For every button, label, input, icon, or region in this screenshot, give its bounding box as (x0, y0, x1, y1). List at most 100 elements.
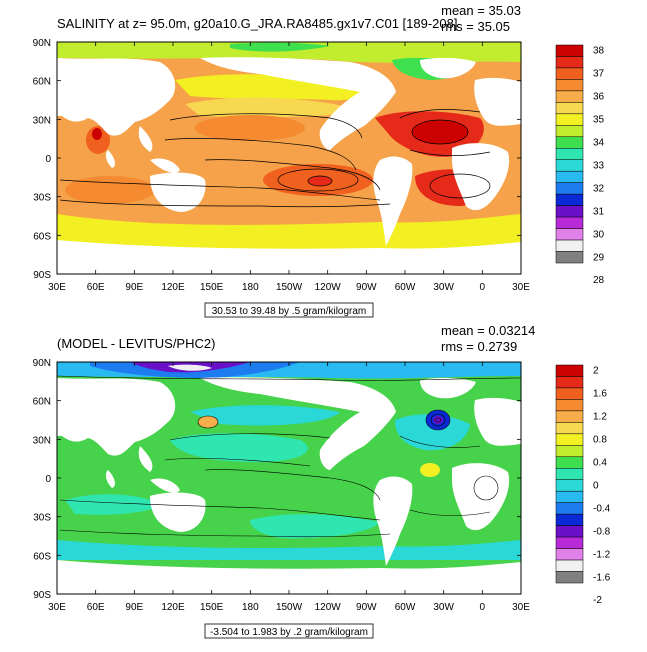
gulf-stream-core (433, 416, 443, 424)
colorbar-label: 29 (593, 252, 605, 263)
colorbar-swatch (555, 513, 584, 526)
x-tick-label: 60W (395, 282, 416, 293)
north-pacific-cyan (190, 405, 340, 426)
colorbar-swatch (555, 67, 584, 80)
colorbar-swatch (555, 170, 584, 183)
colorbar-label: 36 (593, 92, 605, 103)
x-tick-label: 30E (48, 282, 66, 293)
colorbar-label: 37 (593, 69, 605, 80)
colorbar-swatch (555, 468, 584, 480)
range-box: -3.504 to 1.983 by .2 gram/kilogram (204, 623, 374, 639)
x-tick-label: 60E (87, 602, 105, 613)
indian-cyan (65, 494, 160, 515)
colorbar-swatch (555, 159, 584, 172)
arabian-core (92, 128, 102, 140)
axes: 30E 60E 90E 120E 150E 180 150W 120W 90W 60W 30W 0 30… (33, 38, 531, 293)
mean-label: mean = 0.03214 (441, 323, 535, 338)
y-tick-label: 90S (33, 590, 51, 601)
colorbar-swatch (555, 410, 584, 423)
colorbar: 38 37 36 35 34 33 32 31 30 29 28 (555, 44, 605, 286)
southern-cyan (57, 540, 521, 560)
colorbar-swatch (555, 479, 584, 492)
salinity-panel: SALINITY at z= 95.0m, g20a10.G_JRA.RA848… (33, 3, 605, 318)
land (57, 57, 521, 274)
pacific-cyan (170, 433, 308, 462)
y-tick-label: 90N (33, 38, 51, 49)
x-tick-label: 30E (512, 282, 530, 293)
colorbar-label: -2 (593, 595, 602, 606)
x-tick-label: 150E (200, 602, 224, 613)
colorbar-swatch (555, 251, 584, 264)
x-tick-label: 150E (200, 282, 224, 293)
arabian-sea (86, 126, 110, 154)
colorbar-label: -0.8 (593, 526, 611, 537)
range-label: -3.504 to 1.983 by .2 gram/kilogram (210, 627, 368, 638)
x-tick-label: 150W (276, 602, 303, 613)
colorbar-swatch (555, 79, 584, 92)
south-pacific-core (308, 176, 332, 186)
y-tick-label: 60S (33, 231, 51, 242)
colorbar-swatch (555, 502, 584, 515)
colorbar-swatch (555, 364, 584, 377)
x-tick-label: 90W (356, 602, 377, 613)
x-tick-label: 90W (356, 282, 377, 293)
colorbar-swatch (555, 571, 584, 584)
y-tick-label: 60N (33, 77, 51, 88)
colorbar-label: 35 (593, 115, 605, 126)
x-tick-label: 30E (48, 602, 66, 613)
colorbar-swatch (555, 376, 584, 389)
difference-panel: (MODEL - LEVITUS/PHC2) mean = 0.03214 rm… (33, 323, 611, 639)
colorbar-label: 0.8 (593, 435, 607, 446)
colorbar-swatch (555, 125, 584, 138)
y-tick-label: 0 (45, 154, 51, 165)
x-tick-label: 120W (315, 282, 342, 293)
colorbar-label: 33 (593, 160, 605, 171)
colorbar-label: 38 (593, 46, 605, 57)
y-tick-label: 30S (33, 513, 51, 524)
x-tick-label: 180 (242, 282, 259, 293)
colorbar-swatch (555, 193, 584, 206)
y-tick-label: 30N (33, 435, 51, 446)
colorbar-swatch (555, 536, 584, 549)
colorbar-swatch (555, 102, 584, 115)
north-pacific-gyre (195, 115, 305, 141)
colorbar-swatch (555, 525, 584, 538)
north-pacific-light (185, 97, 360, 118)
x-tick-label: 60E (87, 282, 105, 293)
x-tick-label: 60W (395, 602, 416, 613)
colorbar-swatch (555, 136, 584, 149)
contour-lines (59, 109, 491, 208)
panel-title: SALINITY at z= 95.0m, g20a10.G_JRA.RA848… (57, 16, 457, 31)
colorbar-label: 32 (593, 183, 605, 194)
colorbar-swatch (555, 182, 584, 195)
x-tick-label: 120W (315, 602, 342, 613)
x-tick-label: 120E (161, 282, 185, 293)
colorbar-label: 0.4 (593, 458, 607, 469)
colorbar-label: 34 (593, 138, 605, 149)
colorbar-label: 1.6 (593, 389, 607, 400)
y-tick-label: 30S (33, 193, 51, 204)
colorbar-swatch (555, 548, 584, 561)
mean-label: mean = 35.03 (441, 3, 521, 18)
contour-lines (57, 375, 521, 538)
colorbar-label: 0 (593, 480, 599, 491)
x-tick-label: 30W (433, 602, 454, 613)
north-atlantic-core (412, 120, 468, 144)
colorbar-swatch (555, 148, 584, 160)
x-tick-label: 180 (242, 602, 259, 613)
y-tick-label: 90S (33, 270, 51, 281)
colorbar-swatch (555, 387, 584, 400)
colorbar-label: 1.2 (593, 412, 607, 423)
arctic-band (57, 42, 521, 63)
south-pacific-cyan (250, 514, 380, 539)
indian-gyre (65, 176, 155, 204)
x-tick-label: 0 (480, 602, 486, 613)
colorbar-swatch (555, 44, 584, 57)
colorbar-swatch (555, 559, 584, 572)
colorbar-swatch (555, 433, 584, 446)
colorbar-label: 28 (593, 275, 605, 286)
y-tick-label: 60S (33, 551, 51, 562)
colorbar-swatch (555, 216, 584, 229)
colorbar-swatch (555, 422, 584, 435)
